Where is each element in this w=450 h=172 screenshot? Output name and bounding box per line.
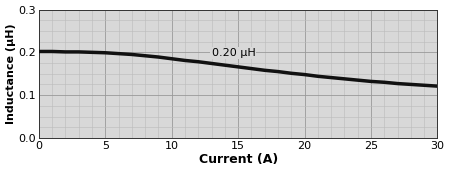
X-axis label: Current (A): Current (A)	[198, 153, 278, 166]
Text: 0.20 μH: 0.20 μH	[212, 48, 255, 58]
Y-axis label: Inductance (μH): Inductance (μH)	[5, 23, 16, 124]
